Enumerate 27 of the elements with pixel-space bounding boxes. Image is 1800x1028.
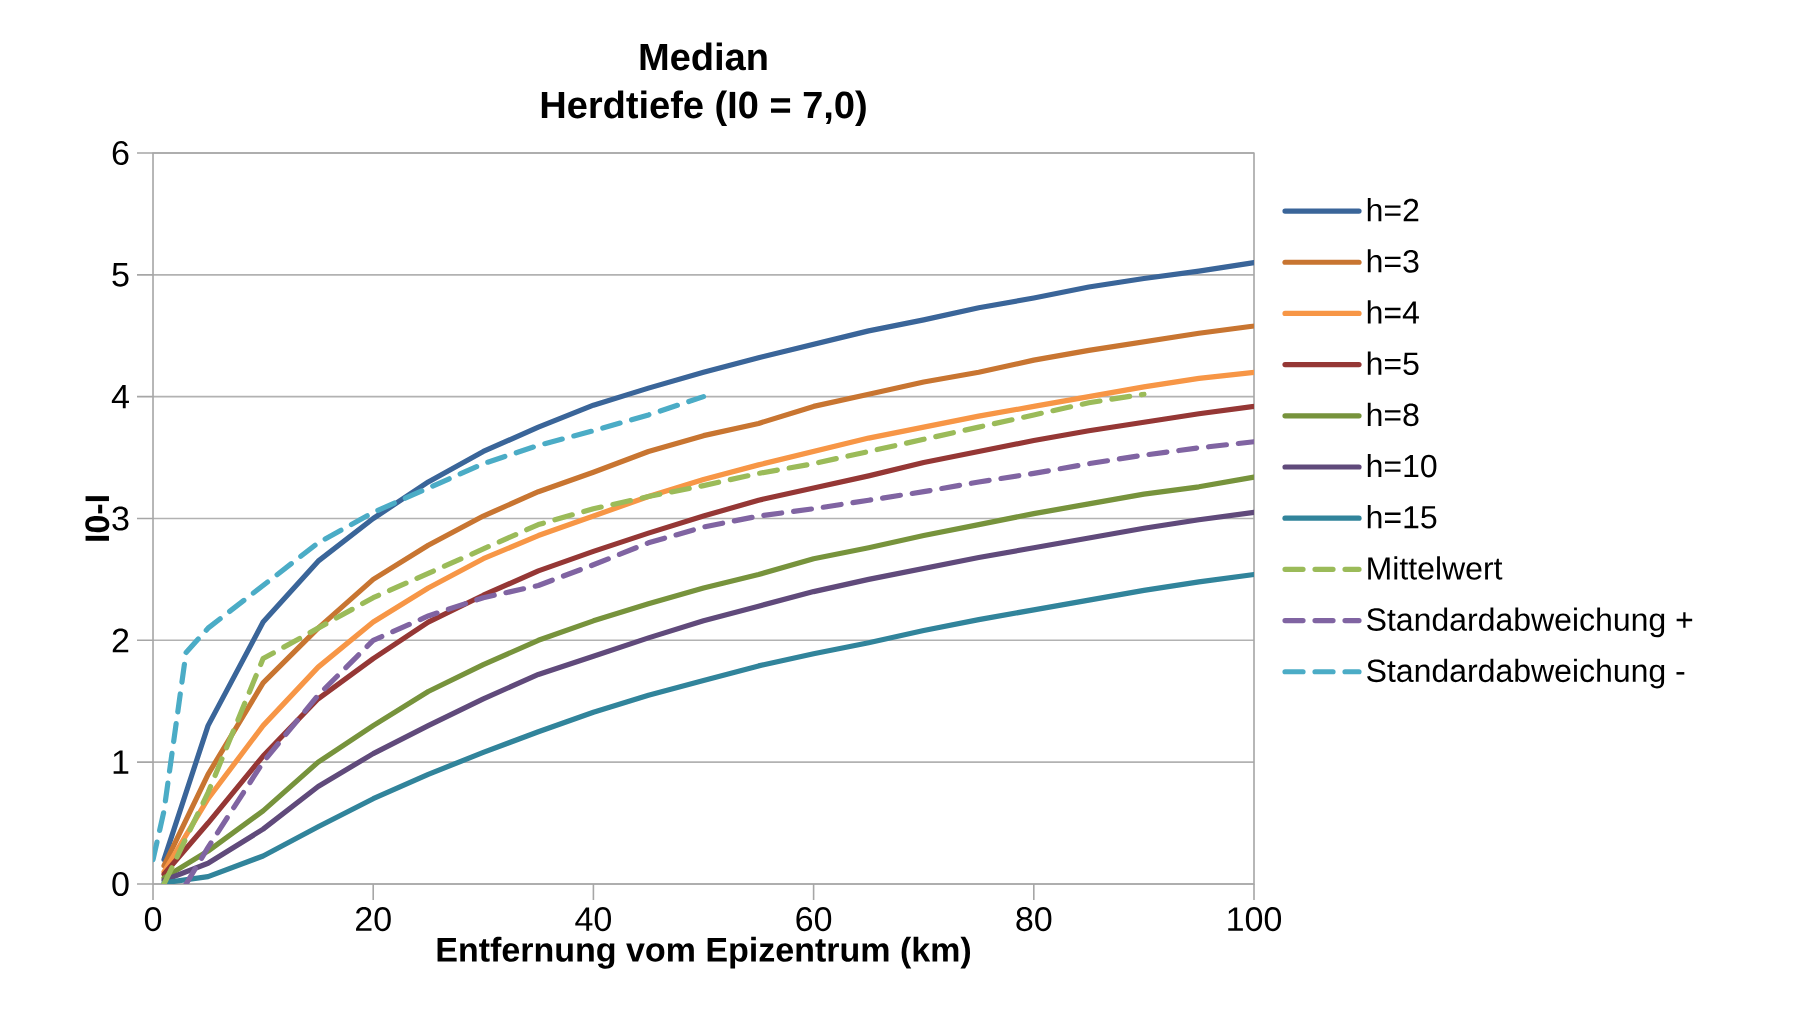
x-tick-label: 100 xyxy=(1228,907,1282,932)
y-axis-title: I0-I xyxy=(85,496,110,541)
x-tick-label: 20 xyxy=(356,907,391,932)
legend-label: Standardabweichung + xyxy=(1367,607,1693,638)
x-tick-label: 60 xyxy=(796,907,832,932)
x-tick-label: 80 xyxy=(1016,907,1052,932)
y-tick-label: 5 xyxy=(112,262,129,287)
legend-label: h=5 xyxy=(1367,351,1419,376)
chart-title: Median xyxy=(640,42,767,71)
y-tick-label: 4 xyxy=(111,384,129,409)
legend-label: h=10 xyxy=(1367,453,1437,478)
x-tick-label: 40 xyxy=(575,907,611,932)
y-tick-label: 0 xyxy=(112,871,129,897)
y-tick-label: 1 xyxy=(113,750,129,774)
chart-subtitle: Herdtiefe (I0 = 7,0) xyxy=(541,90,866,126)
legend-label: Mittelwert xyxy=(1368,556,1503,580)
legend-label: h=4 xyxy=(1367,300,1419,324)
legend-label: Standardabweichung - xyxy=(1367,658,1685,689)
legend-label: h=3 xyxy=(1367,249,1419,273)
legend-label: h=8 xyxy=(1367,402,1419,427)
x-tick-label: 0 xyxy=(144,907,162,932)
y-tick-label: 3 xyxy=(112,506,129,531)
x-axis-title: Entfernung vom Epizentrum (km) xyxy=(437,936,971,969)
y-tick-label: 2 xyxy=(112,628,129,653)
y-tick-label: 6 xyxy=(112,140,129,166)
legend-label: h=15 xyxy=(1367,505,1437,529)
legend-label: h=2 xyxy=(1367,197,1419,222)
